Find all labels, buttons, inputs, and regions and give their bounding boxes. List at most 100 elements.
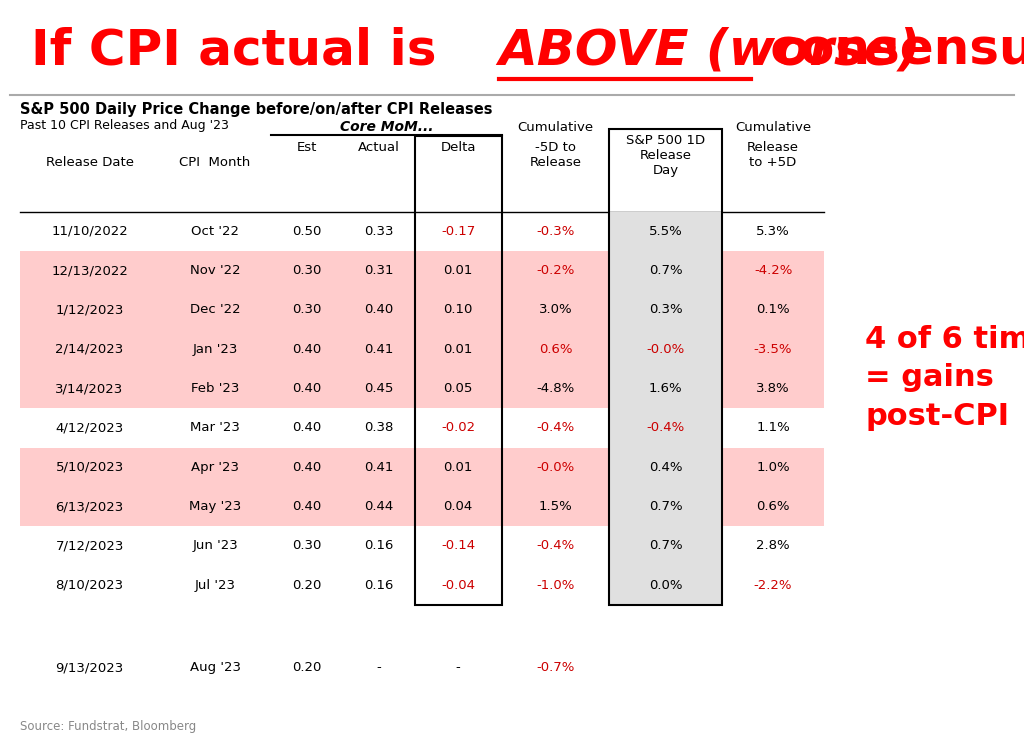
Text: 0.20: 0.20 <box>293 662 322 674</box>
Text: 0.01: 0.01 <box>443 342 473 356</box>
Text: 0.40: 0.40 <box>365 303 393 317</box>
Text: 4/12/2023: 4/12/2023 <box>55 421 124 435</box>
Text: 0.41: 0.41 <box>365 342 393 356</box>
Text: -2.2%: -2.2% <box>754 578 793 592</box>
Text: Feb '23: Feb '23 <box>190 382 240 395</box>
Text: 3/14/2023: 3/14/2023 <box>55 382 124 395</box>
Bar <box>609 408 722 448</box>
Text: 7/12/2023: 7/12/2023 <box>55 539 124 553</box>
Text: Actual: Actual <box>358 141 399 154</box>
Text: Dec '22: Dec '22 <box>189 303 241 317</box>
Text: -0.7%: -0.7% <box>537 662 574 674</box>
Text: -0.4%: -0.4% <box>537 539 574 553</box>
Bar <box>609 487 722 526</box>
Text: 3.8%: 3.8% <box>757 382 790 395</box>
Text: 3.0%: 3.0% <box>539 303 572 317</box>
Text: -0.4%: -0.4% <box>537 421 574 435</box>
Text: -0.3%: -0.3% <box>537 225 574 238</box>
Text: Oct '22: Oct '22 <box>191 225 239 238</box>
Text: 0.40: 0.40 <box>293 342 322 356</box>
Bar <box>609 251 722 290</box>
Text: 0.7%: 0.7% <box>649 500 682 513</box>
Bar <box>609 369 722 408</box>
Bar <box>20 290 824 330</box>
Text: 0.38: 0.38 <box>365 421 393 435</box>
Text: S&P 500 1D
Release
Day: S&P 500 1D Release Day <box>626 134 706 177</box>
Text: -0.02: -0.02 <box>441 421 475 435</box>
Text: Source: Fundstrat, Bloomberg: Source: Fundstrat, Bloomberg <box>20 720 197 733</box>
Text: -0.17: -0.17 <box>441 225 475 238</box>
Text: 4 of 6 times
= gains
post-CPI: 4 of 6 times = gains post-CPI <box>865 325 1024 431</box>
Text: Nov '22: Nov '22 <box>189 264 241 277</box>
Text: 5.5%: 5.5% <box>649 225 682 238</box>
Text: 2.8%: 2.8% <box>757 539 790 553</box>
Text: 0.16: 0.16 <box>365 578 393 592</box>
Text: -0.0%: -0.0% <box>537 460 574 474</box>
Text: -: - <box>456 662 461 674</box>
Text: Aug '23: Aug '23 <box>189 662 241 674</box>
Text: -0.04: -0.04 <box>441 578 475 592</box>
Text: 0.50: 0.50 <box>293 225 322 238</box>
Text: 0.7%: 0.7% <box>649 264 682 277</box>
Text: 6/13/2023: 6/13/2023 <box>55 500 124 513</box>
Text: Delta: Delta <box>440 141 476 154</box>
Text: 0.6%: 0.6% <box>757 500 790 513</box>
Text: 1/12/2023: 1/12/2023 <box>55 303 124 317</box>
Text: Jun '23: Jun '23 <box>193 539 238 553</box>
Text: 0.30: 0.30 <box>293 303 322 317</box>
Text: -3.5%: -3.5% <box>754 342 793 356</box>
Text: S&P 500 Daily Price Change before/on/after CPI Releases: S&P 500 Daily Price Change before/on/aft… <box>20 102 493 117</box>
Bar <box>20 487 824 526</box>
Text: Cumulative: Cumulative <box>517 121 594 134</box>
Text: 1.1%: 1.1% <box>757 421 790 435</box>
Text: -0.0%: -0.0% <box>646 342 685 356</box>
Text: -4.2%: -4.2% <box>754 264 793 277</box>
Text: 1.0%: 1.0% <box>757 460 790 474</box>
Text: 0.33: 0.33 <box>365 225 393 238</box>
Text: -0.14: -0.14 <box>441 539 475 553</box>
Text: 8/10/2023: 8/10/2023 <box>55 578 124 592</box>
Bar <box>20 251 824 290</box>
Text: 0.40: 0.40 <box>293 382 322 395</box>
Bar <box>609 448 722 487</box>
Bar <box>609 330 722 369</box>
Text: 1.6%: 1.6% <box>649 382 682 395</box>
Text: 0.01: 0.01 <box>443 264 473 277</box>
Text: 0.0%: 0.0% <box>649 578 682 592</box>
Text: 5.3%: 5.3% <box>757 225 790 238</box>
Text: 0.10: 0.10 <box>443 303 473 317</box>
Bar <box>609 212 722 251</box>
Bar <box>609 526 722 565</box>
Text: consensus: consensus <box>753 26 1024 74</box>
Text: 0.20: 0.20 <box>293 578 322 592</box>
Text: 1.5%: 1.5% <box>539 500 572 513</box>
Bar <box>20 330 824 369</box>
Text: 0.41: 0.41 <box>365 460 393 474</box>
Text: 0.40: 0.40 <box>293 460 322 474</box>
Bar <box>609 290 722 330</box>
Text: -0.2%: -0.2% <box>537 264 574 277</box>
Text: Est: Est <box>297 141 317 154</box>
Bar <box>415 136 502 605</box>
Bar <box>609 129 722 605</box>
Text: Past 10 CPI Releases and Aug '23: Past 10 CPI Releases and Aug '23 <box>20 119 229 132</box>
Text: 0.05: 0.05 <box>443 382 473 395</box>
Text: 0.31: 0.31 <box>365 264 393 277</box>
Text: 0.04: 0.04 <box>443 500 473 513</box>
Text: Mar '23: Mar '23 <box>190 421 240 435</box>
Text: May '23: May '23 <box>188 500 242 513</box>
Text: 0.01: 0.01 <box>443 460 473 474</box>
Text: Jul '23: Jul '23 <box>195 578 236 592</box>
Text: 5/10/2023: 5/10/2023 <box>55 460 124 474</box>
Text: -4.8%: -4.8% <box>537 382 574 395</box>
Text: 0.16: 0.16 <box>365 539 393 553</box>
Text: -: - <box>377 662 381 674</box>
Bar <box>609 565 722 605</box>
Text: Cumulative: Cumulative <box>735 121 811 134</box>
Text: ABOVE (worse): ABOVE (worse) <box>499 26 922 74</box>
Text: 0.30: 0.30 <box>293 264 322 277</box>
Text: CPI  Month: CPI Month <box>179 156 251 169</box>
Text: 0.40: 0.40 <box>293 500 322 513</box>
Bar <box>20 448 824 487</box>
Text: 12/13/2022: 12/13/2022 <box>51 264 128 277</box>
